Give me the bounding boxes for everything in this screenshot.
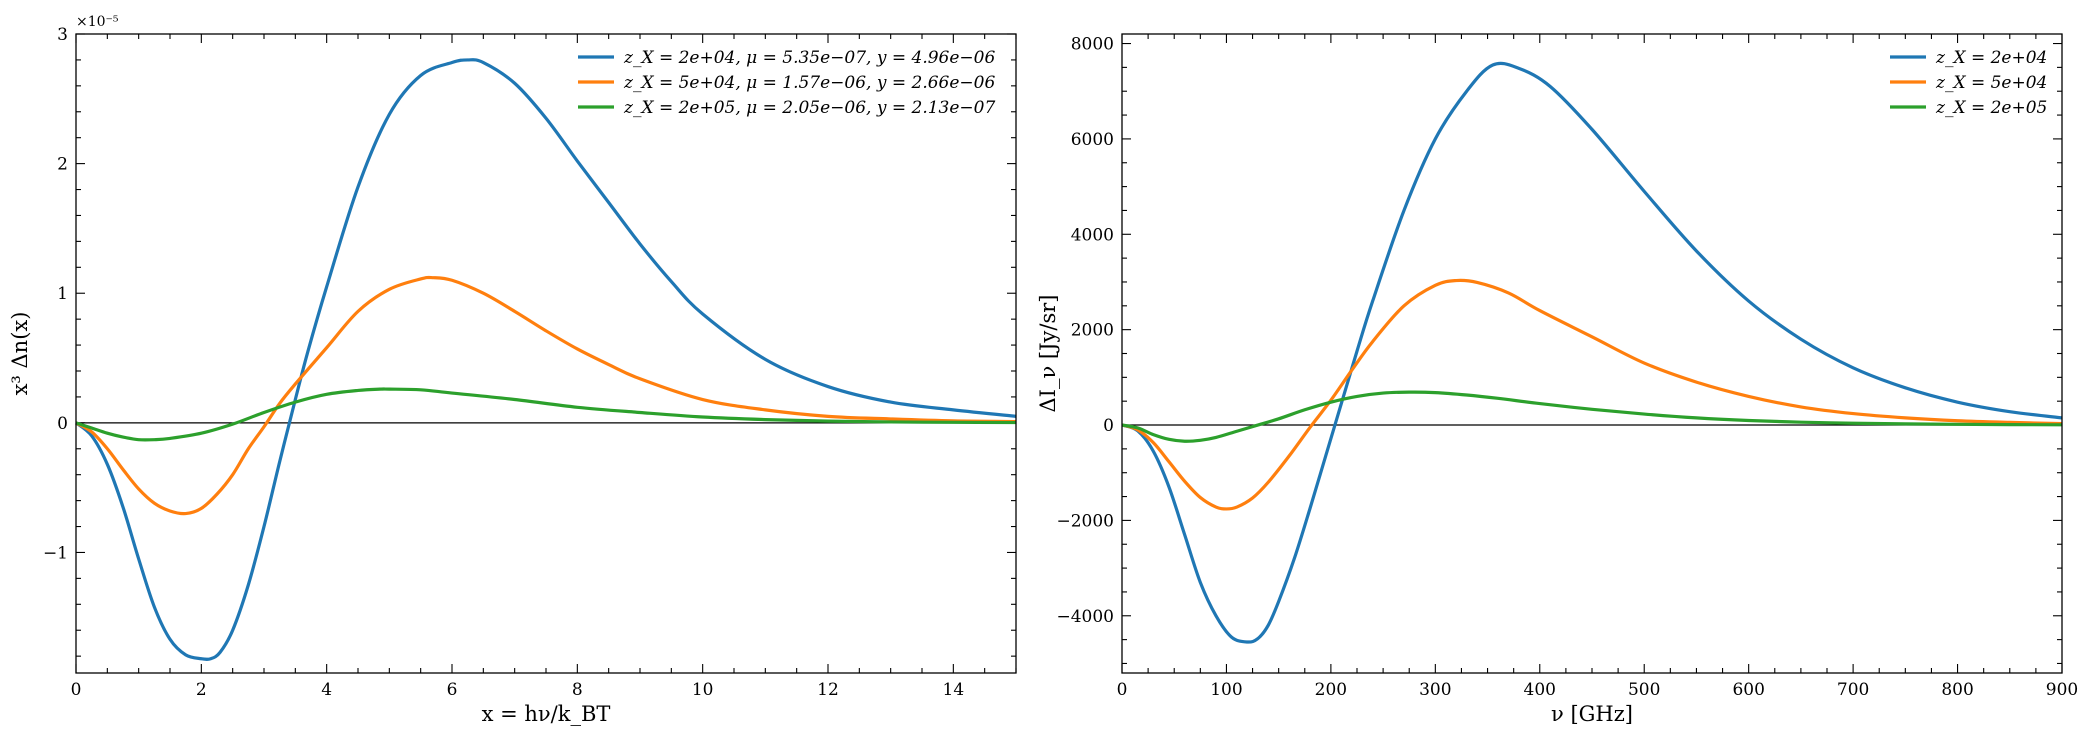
x-tick-label: 12: [817, 680, 839, 700]
series-line-2: [75, 275, 1017, 516]
x-tick-label: 500: [1628, 680, 1660, 700]
x-tick-label: 10: [692, 680, 714, 700]
y-tick-label: 3: [57, 25, 68, 45]
right-y-axis-label: ΔI_ν [Jy/sr]: [1036, 295, 1060, 413]
left-legend: z_X = 2e+04, μ = 5.35e−07, y = 4.96e−06 z…: [578, 48, 995, 118]
x-tick-label: 2: [196, 680, 207, 700]
left-y-axis-label: x³ Δn(x): [8, 312, 32, 396]
series-line-3: [1121, 390, 2063, 443]
legend-label-3: z_X = 2e+05: [1935, 98, 2047, 118]
series-line-1: [1121, 61, 2063, 644]
x-tick-label: 4: [321, 680, 332, 700]
y-tick-label: −4000: [1056, 607, 1114, 627]
x-tick-label: 100: [1210, 680, 1242, 700]
legend-label-1: z_X = 2e+04: [1935, 48, 2047, 68]
x-tick-label: 200: [1315, 680, 1347, 700]
y-tick-label: 6000: [1071, 130, 1114, 150]
y-tick-label: −1: [43, 543, 68, 563]
x-tick-label: 900: [2046, 680, 2078, 700]
y-tick-label: 2: [57, 155, 68, 175]
x-tick-label: 6: [447, 680, 458, 700]
series-line-1: [74, 58, 1017, 661]
x-tick-label: 400: [1524, 680, 1556, 700]
right-y-tick-labels: −4000 −2000 0 2000 4000 6000 8000: [1056, 35, 1114, 627]
y-tick-label: 0: [57, 414, 68, 434]
left-offset-text: ×10⁻⁵: [76, 14, 119, 30]
y-tick-label: 2000: [1071, 321, 1114, 341]
series-line-3: [75, 387, 1017, 442]
y-tick-label: 4000: [1071, 225, 1114, 245]
x-tick-label: 14: [943, 680, 965, 700]
legend-label-2: z_X = 5e+04, μ = 1.57e−06, y = 2.66e−06: [623, 73, 995, 93]
right-x-tick-labels: 0 100 200 300 400 500 600 700 800 900: [1117, 680, 2079, 700]
y-tick-label: −2000: [1056, 511, 1114, 531]
y-tick-label: 0: [1103, 416, 1114, 436]
legend-label-1: z_X = 2e+04, μ = 5.35e−07, y = 4.96e−06: [623, 48, 995, 68]
right-chart-panel: 0 100 200 300 400 500 600 700 800 900 −4000 −2000 0…: [1036, 33, 2079, 726]
x-tick-label: 0: [1117, 680, 1128, 700]
y-tick-label: 1: [57, 284, 68, 304]
left-plot-frame: [75, 33, 1017, 674]
right-series-group: [1121, 61, 2063, 644]
y-tick-label: 8000: [1071, 35, 1114, 55]
right-legend: z_X = 2e+04 z_X = 5e+04 z_X = 2e+05: [1890, 48, 2047, 118]
x-tick-label: 8: [572, 680, 583, 700]
series-line-2: [1121, 278, 2063, 511]
left-x-tick-labels: 0 2 4 6 8 10 12 14: [71, 680, 965, 700]
x-tick-label: 0: [71, 680, 82, 700]
x-tick-label: 800: [1941, 680, 1973, 700]
x-tick-label: 600: [1732, 680, 1764, 700]
x-tick-label: 700: [1837, 680, 1869, 700]
legend-label-2: z_X = 5e+04: [1935, 73, 2047, 93]
left-y-tick-labels: −1 0 1 2 3: [43, 25, 68, 563]
right-plot-frame: [1121, 33, 2063, 674]
right-x-axis-label: ν [GHz]: [1551, 702, 1633, 726]
left-x-axis-label: x = hν/k_BT: [482, 702, 611, 726]
left-series-group: [74, 58, 1017, 661]
x-tick-label: 300: [1419, 680, 1451, 700]
legend-label-3: z_X = 2e+05, μ = 2.05e−06, y = 2.13e−07: [623, 98, 995, 118]
